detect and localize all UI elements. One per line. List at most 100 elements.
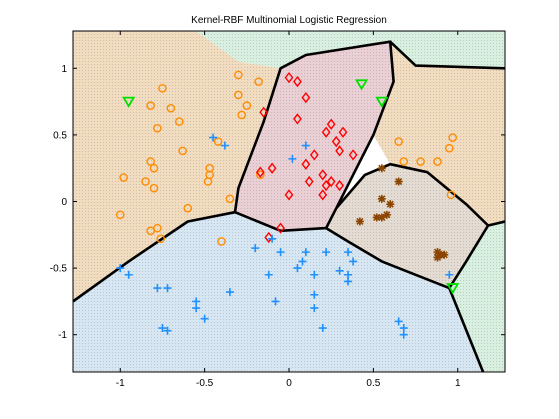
- plus-point-30: [200, 314, 209, 323]
- circle-point-28: [394, 137, 403, 146]
- decision-boundary-3: [234, 207, 338, 233]
- plus-point-0: [209, 133, 218, 142]
- region-texture-1: [196, 31, 505, 69]
- plus-point-26: [310, 304, 319, 313]
- diamond-point-1: [293, 75, 302, 88]
- plus-point-14: [163, 284, 172, 293]
- y-tick-label: 0.5: [53, 130, 67, 141]
- diamond-point-6: [321, 126, 331, 138]
- plus-point-27: [271, 297, 280, 306]
- plus-point-19: [298, 257, 307, 266]
- plus-point-21: [310, 270, 319, 279]
- star-point-6: [377, 213, 386, 222]
- decision-boundary-5: [325, 226, 450, 290]
- circle-point-5: [178, 146, 187, 156]
- circle-point-13: [156, 234, 166, 244]
- plus-point-13: [153, 284, 162, 293]
- circle-point-1: [146, 101, 155, 110]
- plus-point-5: [268, 234, 277, 243]
- circle-point-21: [225, 194, 235, 204]
- diamond-point-15: [326, 175, 336, 188]
- x-tick-label: -1: [116, 378, 125, 389]
- star-point-2: [377, 194, 386, 203]
- circle-point-20: [217, 237, 226, 246]
- plus-point-35: [445, 270, 454, 279]
- star-point-5: [372, 213, 381, 222]
- circle-point-7: [149, 163, 159, 173]
- y-tick-label: -1: [58, 330, 67, 341]
- triangle-point-1: [354, 79, 369, 91]
- circle-point-8: [119, 173, 128, 182]
- plus-point-32: [394, 317, 403, 326]
- star-point-8: [433, 248, 442, 257]
- plus-point-7: [301, 248, 310, 257]
- circle-point-3: [175, 117, 184, 126]
- star-point-11: [433, 253, 442, 262]
- x-tick-label: 1: [455, 378, 461, 389]
- plus-point-10: [349, 257, 358, 266]
- plus-point-16: [192, 304, 201, 313]
- plus-point-28: [158, 324, 167, 333]
- decision-boundary-4: [335, 162, 490, 289]
- plus-point-6: [276, 248, 285, 257]
- x-tick-label: 0.5: [366, 378, 380, 389]
- diamond-point-2: [301, 91, 311, 104]
- diamond-point-5: [326, 118, 336, 130]
- diamond-point-10: [348, 149, 358, 161]
- plus-point-17: [225, 288, 234, 297]
- decision-boundary-7: [487, 220, 505, 227]
- region-texture-5: [73, 212, 484, 372]
- decision-boundary-6: [448, 287, 485, 372]
- star-point-7: [382, 210, 391, 219]
- plus-point-18: [264, 270, 273, 279]
- plus-point-22: [335, 266, 344, 275]
- circle-point-25: [242, 101, 252, 110]
- plus-point-3: [288, 154, 297, 163]
- diamond-point-22: [264, 231, 274, 244]
- circle-point-4: [153, 123, 162, 133]
- diamond-point-13: [318, 169, 328, 181]
- circle-point-6: [146, 157, 155, 166]
- star-point-1: [394, 177, 403, 186]
- y-tick-label: -0.5: [50, 264, 68, 275]
- plus-point-20: [293, 264, 302, 273]
- triangle-point-3: [446, 283, 460, 295]
- circle-point-18: [203, 177, 213, 186]
- plus-point-11: [116, 264, 125, 273]
- star-point-3: [386, 200, 395, 209]
- y-tick-label: 0: [61, 197, 67, 208]
- circle-point-14: [146, 226, 155, 236]
- diamond-point-0: [284, 71, 294, 84]
- circle-point-26: [254, 77, 263, 86]
- circle-point-22: [234, 70, 243, 80]
- decision-boundary-1: [233, 40, 395, 213]
- region-texture-2: [373, 41, 505, 226]
- diamond-point-9: [335, 145, 345, 157]
- diamond-point-20: [267, 162, 277, 174]
- star-point-4: [355, 217, 364, 226]
- circle-point-32: [445, 143, 454, 153]
- circle-point-31: [433, 157, 442, 166]
- plus-point-34: [399, 330, 408, 339]
- plus-point-1: [220, 141, 229, 150]
- diamond-point-14: [304, 175, 314, 188]
- circle-point-10: [149, 183, 159, 193]
- axes: -1 -0.5 0 0.5 1 -1 -0.5 0 0.5 1: [50, 31, 505, 389]
- diamond-point-18: [284, 189, 294, 201]
- diamond-point-12: [309, 149, 319, 161]
- plus-point-2: [301, 141, 310, 150]
- x-tick-label: 0: [286, 378, 292, 389]
- circle-point-2: [166, 103, 176, 113]
- circle-point-19: [213, 137, 223, 146]
- circle-point-9: [141, 177, 150, 186]
- decision-boundary-2: [389, 40, 505, 70]
- circle-point-11: [115, 210, 125, 220]
- circle-point-27: [256, 170, 265, 180]
- circle-point-29: [399, 157, 409, 166]
- diamond-point-17: [321, 179, 331, 192]
- diamond-point-11: [301, 158, 311, 170]
- diamond-point-3: [259, 106, 269, 118]
- y-tick-label: 1: [61, 64, 67, 75]
- diamond-point-7: [338, 126, 348, 138]
